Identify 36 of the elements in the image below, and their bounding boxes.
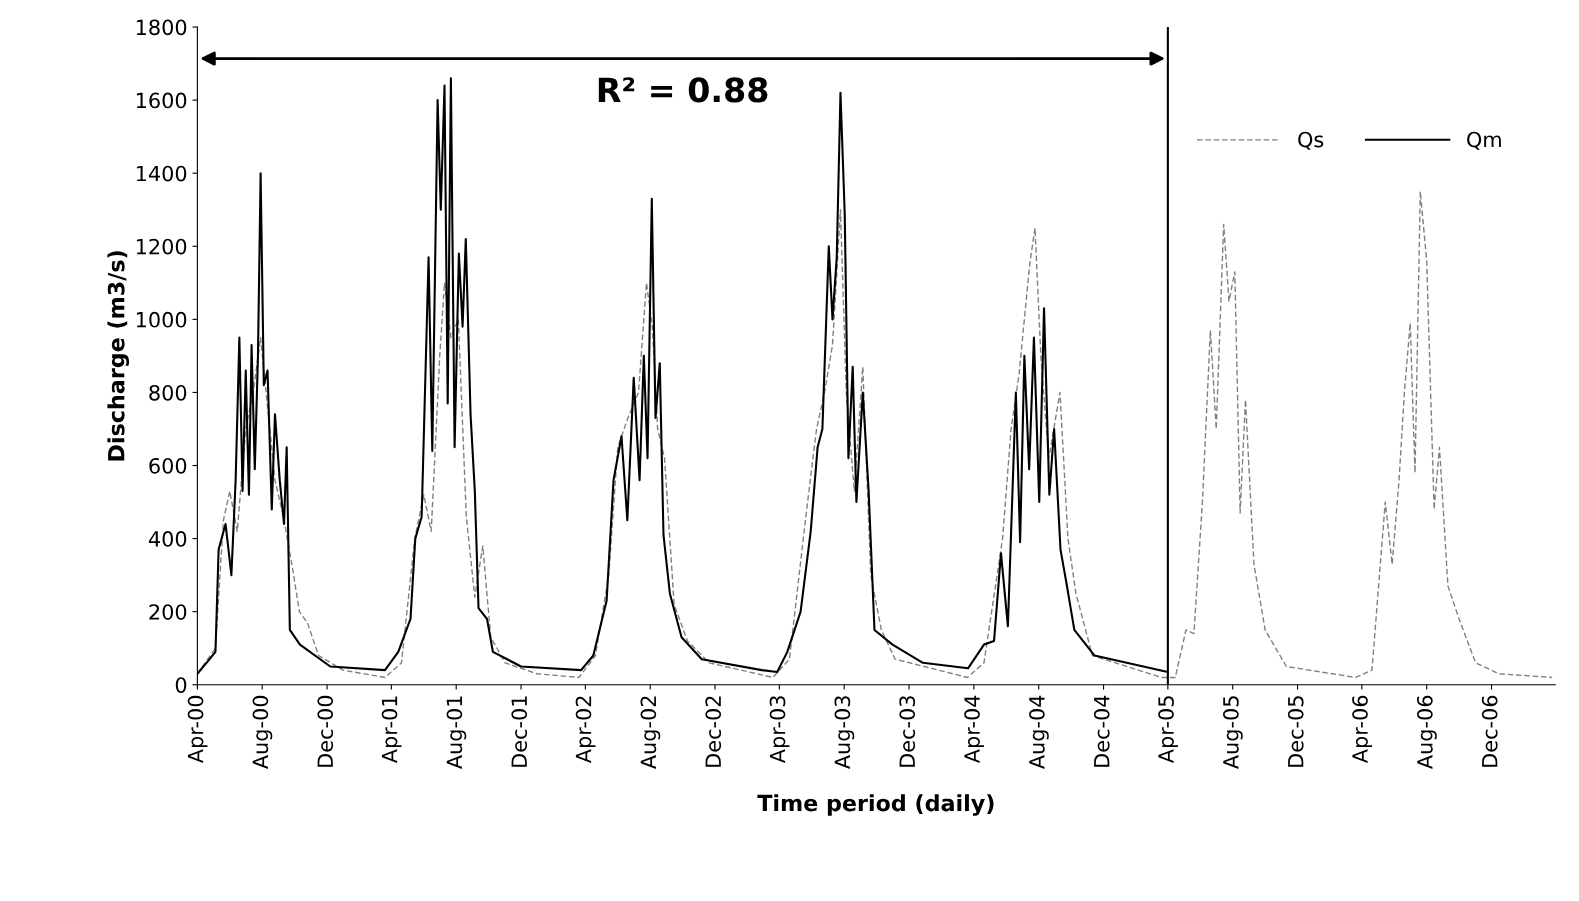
x-tick-label: Apr-01: [381, 696, 402, 764]
y-tick-label: 800: [149, 384, 187, 401]
y-tick-label: 600: [149, 457, 187, 474]
x-tick-label: Aug-05: [1222, 696, 1243, 770]
annotation: R² = 0.88: [598, 77, 768, 103]
x-tick-label: Aug-01: [446, 696, 467, 770]
x-tick-label: Dec-01: [511, 696, 528, 767]
y-tick-label: 1800: [136, 19, 187, 36]
x-tick-label: Apr-00: [187, 695, 208, 764]
y-tick-label: 200: [149, 604, 187, 620]
y-tick-label: 1200: [136, 238, 187, 255]
x-tick-label: Apr-04: [964, 695, 984, 764]
x-tick-label: Dec-06: [1481, 695, 1498, 767]
x-tick-label: Apr-05: [1158, 696, 1178, 764]
y-tick-label: 0: [175, 677, 187, 693]
x-tick-label: Dec-00: [317, 695, 334, 767]
y-tick-label: 1400: [136, 165, 187, 182]
x-tick-label: Aug-00: [252, 695, 273, 770]
x-tick-label: Dec-03: [899, 696, 916, 767]
legend-label: Qm: [1467, 131, 1501, 150]
x-tick-label: Aug-04: [1029, 695, 1049, 770]
x-axis-title: Time period (daily): [757, 794, 994, 816]
x-tick-label: Apr-02: [575, 696, 596, 764]
x-tick-label: Apr-06: [1352, 695, 1372, 764]
x-tick-label: Dec-05: [1287, 696, 1304, 767]
x-tick-label: Dec-02: [705, 696, 722, 767]
y-tick-label: 400: [148, 531, 187, 547]
x-tick-label: Aug-02: [640, 696, 661, 770]
y-axis-title: Discharge (m3/s): [107, 251, 130, 461]
x-tick-label: Apr-03: [769, 696, 790, 764]
x-tick-label: Aug-06: [1416, 695, 1437, 770]
y-tick-label: 1600: [136, 92, 187, 109]
legend-label: Qs: [1298, 131, 1324, 150]
x-tick-label: Dec-04: [1093, 695, 1110, 767]
y-tick-label: 1000: [136, 311, 187, 328]
x-tick-label: Aug-03: [834, 696, 855, 770]
